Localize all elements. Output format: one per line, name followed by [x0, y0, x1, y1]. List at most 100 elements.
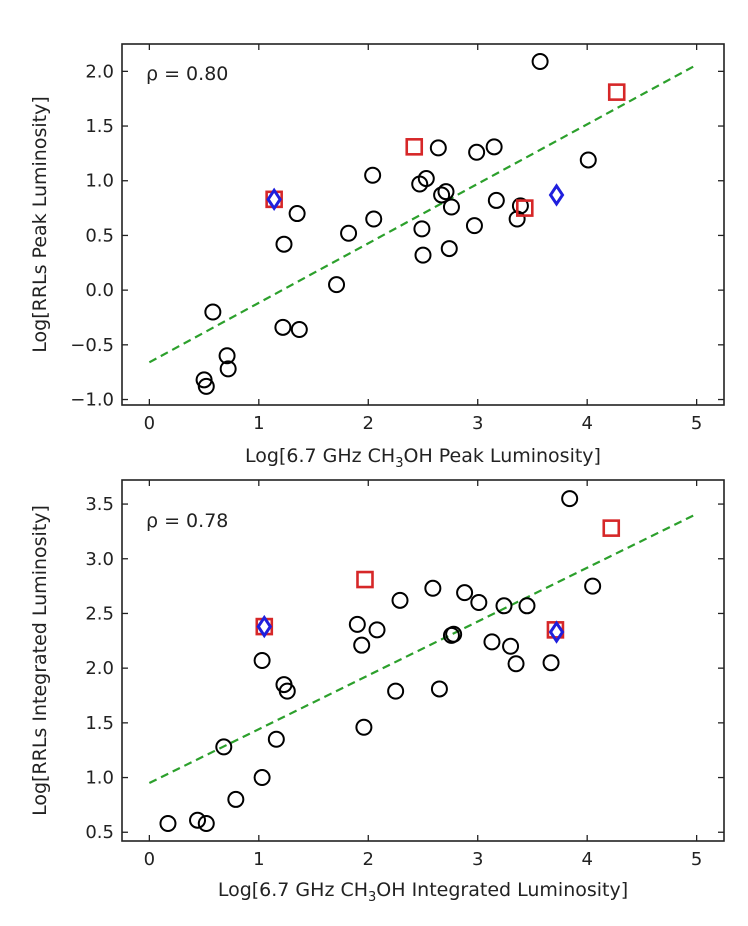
data-point-circle [579, 151, 597, 169]
data-point-circle [442, 198, 460, 216]
data-point-circle [197, 377, 215, 395]
data-point-circle [278, 682, 296, 700]
correlation-annotation: ρ = 0.80 [146, 63, 228, 85]
data-point-circle [584, 577, 602, 595]
data-point-circle [219, 360, 237, 378]
y-tick-label: 1.0 [85, 171, 114, 192]
y-tick-label: 1.5 [85, 713, 114, 734]
x-tick-label: 0 [144, 849, 155, 870]
data-point-square [405, 138, 424, 156]
y-axis-label: Log[RRLs Integrated Luminosity] [29, 505, 51, 816]
x-tick-label: 0 [144, 413, 155, 434]
data-point-square [515, 199, 534, 217]
y-tick-label: 1.0 [85, 768, 114, 789]
data-point-circle [495, 597, 513, 615]
y-tick-label: −1.0 [70, 390, 114, 411]
x-tick-label: 5 [691, 413, 702, 434]
x-tick-label: 5 [691, 849, 702, 870]
data-point-circle [218, 347, 236, 365]
y-tick-label: 3.5 [85, 494, 114, 515]
data-point-circle [424, 579, 442, 597]
data-point-circle [542, 654, 560, 672]
x-axis-label: Log[6.7 GHz CH3OH Peak Luminosity] [245, 445, 601, 471]
data-point-circle [227, 790, 245, 808]
data-point-circle [275, 235, 293, 253]
fit-line [148, 63, 698, 364]
integrated-luminosity-panel: 0 1 2 3 4 5 0.5 1.0 1.5 2.0 2.5 3.0 3.5 Log[6.7 GHz C… [29, 479, 725, 905]
data-point-circle [507, 655, 525, 673]
data-point-circle [440, 240, 458, 258]
data-point-circle [328, 276, 346, 294]
data-point-circle [365, 210, 383, 228]
x-tick-label: 4 [581, 413, 592, 434]
data-point-circle [204, 303, 222, 321]
data-point-diamond [266, 187, 282, 212]
y-tick-label: −0.5 [70, 335, 114, 356]
data-point-diamond [548, 620, 565, 644]
data-point-circle [414, 246, 432, 264]
data-point-circle [433, 186, 451, 204]
x-tick-label: 3 [472, 413, 483, 434]
data-point-circle [290, 321, 308, 339]
y-axis-label: Log[RRLs Peak Luminosity] [29, 96, 51, 352]
data-point-circle [340, 224, 358, 242]
data-point-circle [189, 811, 207, 829]
data-point-circle [364, 166, 382, 184]
data-point-circle [502, 637, 520, 655]
data-point-circle [253, 769, 271, 787]
data-point-square [607, 83, 626, 101]
data-point-circle [531, 53, 549, 71]
data-point-circle [413, 220, 431, 238]
x-tick-label: 1 [253, 413, 264, 434]
x-tick-label: 1 [253, 849, 264, 870]
data-point-circle [518, 597, 536, 615]
data-point-circle [387, 682, 405, 700]
fit-line [148, 512, 698, 785]
correlation-annotation: ρ = 0.78 [146, 510, 228, 532]
data-point-circle [215, 738, 233, 756]
data-point-circle [468, 143, 486, 161]
data-point-circle [487, 191, 505, 209]
data-point-circle [159, 814, 177, 832]
data-point-square [602, 519, 621, 537]
data-point-circle [445, 625, 463, 643]
data-point-circle [417, 170, 435, 188]
x-tick-label: 3 [472, 849, 483, 870]
x-tick-label: 4 [581, 849, 592, 870]
peak-luminosity-panel: 0 1 2 3 4 5 −1.0 −0.5 0.0 0.5 1.0 1.5 2.0 Log[6.7 GHz… [29, 43, 725, 471]
data-point-circle [197, 814, 215, 832]
data-point-circle [267, 730, 285, 748]
y-tick-label: 1.5 [85, 116, 114, 137]
data-point-circle [253, 652, 271, 669]
data-point-circle [348, 615, 366, 633]
plot-frame [121, 479, 725, 842]
data-point-circle [355, 718, 373, 736]
data-point-circle [465, 217, 483, 235]
y-tick-label: 2.0 [85, 61, 114, 82]
data-point-circle [429, 139, 447, 157]
data-point-circle [353, 636, 371, 654]
data-point-circle [288, 205, 306, 223]
data-point-circle [456, 584, 474, 602]
data-point-circle [511, 197, 529, 215]
data-point-circle [561, 490, 579, 508]
data-point-diamond [548, 183, 565, 207]
x-tick-label: 2 [363, 413, 374, 434]
y-tick-label: 0.0 [85, 280, 114, 301]
y-tick-label: 2.0 [85, 658, 114, 679]
data-point-circle [368, 621, 386, 639]
data-point-circle [391, 591, 409, 609]
data-point-circle [483, 633, 501, 651]
x-tick-label: 2 [363, 849, 374, 870]
y-tick-label: 2.5 [85, 603, 114, 624]
y-tick-label: 3.0 [85, 549, 114, 570]
data-point-circle [485, 138, 503, 156]
data-point-circle [470, 594, 488, 612]
y-tick-label: 0.5 [85, 225, 114, 246]
data-point-square [356, 570, 374, 589]
data-point-circle [437, 183, 455, 201]
data-point-circle [430, 680, 448, 698]
data-point-circle [274, 318, 292, 336]
plot-frame [121, 43, 725, 406]
